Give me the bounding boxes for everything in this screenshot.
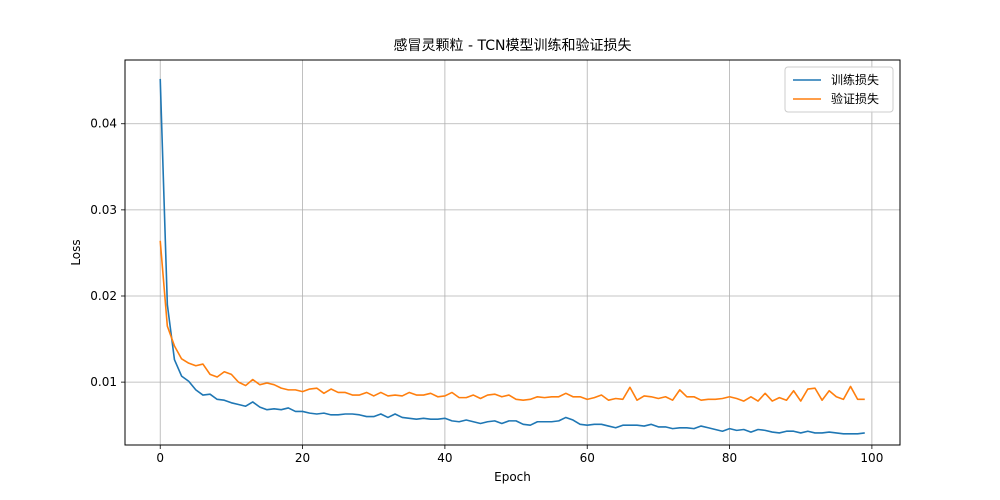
x-tick-label: 60 (580, 451, 595, 465)
y-tick-label: 0.01 (90, 375, 117, 389)
y-axis-ticks: 0.01 0.02 0.03 0.04 (90, 117, 125, 389)
x-tick-label: 40 (437, 451, 452, 465)
series-line-2 (159, 240, 865, 402)
legend-label: 验证损失 (831, 91, 879, 106)
x-axis-ticks: 0 20 40 60 80 100 (156, 445, 883, 465)
legend-box (784, 66, 894, 113)
x-axis-label: Epoch (494, 470, 531, 484)
x-tick-label: 100 (860, 451, 883, 465)
x-tick-label: 0 (156, 451, 164, 465)
plot-frame (124, 59, 901, 446)
series-line-1 (159, 78, 865, 435)
y-tick-label: 0.03 (90, 203, 117, 217)
grid-lines (125, 60, 900, 445)
x-tick-label: 80 (722, 451, 737, 465)
chart-title: 感冒灵颗粒 - TCN模型训练和验证损失 (394, 37, 632, 54)
series-lines (159, 78, 865, 435)
y-axis-label: Loss (69, 239, 83, 265)
y-tick-label: 0.02 (90, 289, 117, 303)
x-tick-label: 20 (295, 451, 310, 465)
legend-label: 训练损失 (831, 72, 879, 87)
y-tick-label: 0.04 (90, 117, 117, 131)
